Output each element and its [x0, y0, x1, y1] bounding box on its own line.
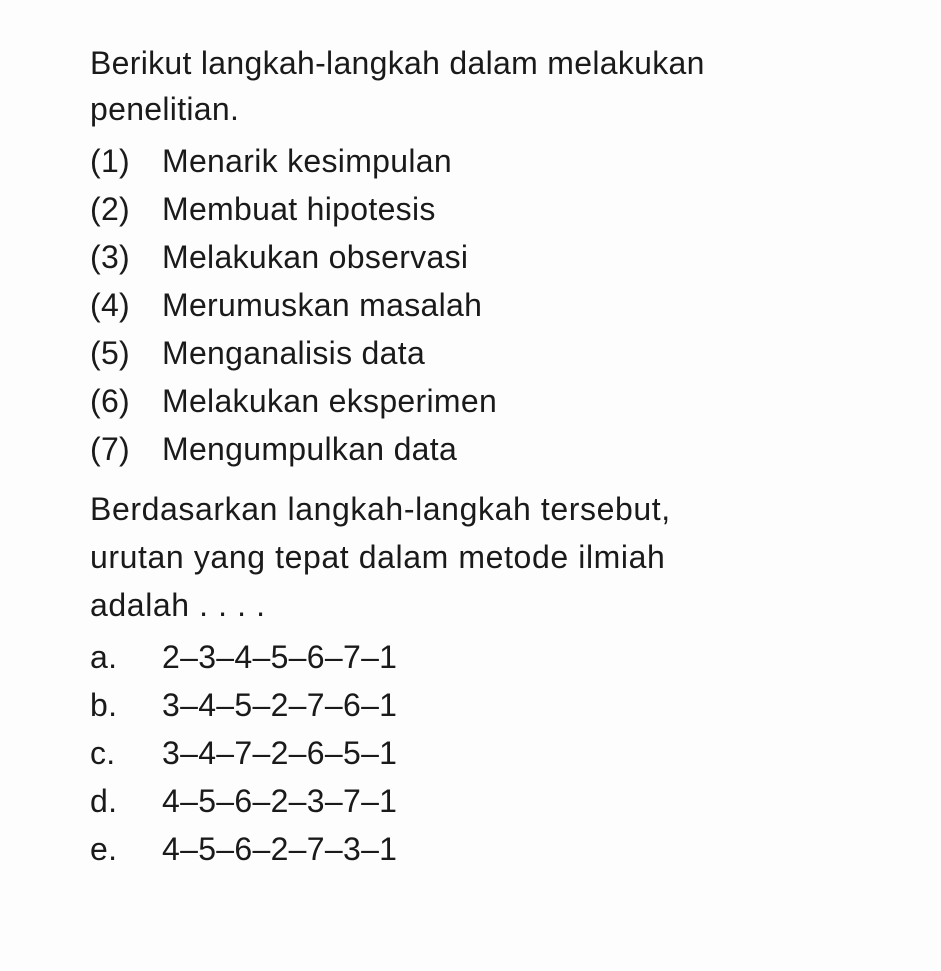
step-item: (6) Melakukan eksperimen [90, 377, 851, 425]
step-text: Merumuskan masalah [162, 281, 482, 329]
step-number: (7) [90, 425, 162, 473]
question-line-1: Berdasarkan langkah-langkah tersebut, [90, 485, 851, 533]
step-number: (5) [90, 329, 162, 377]
option-letter: b. [90, 681, 162, 729]
step-number: (3) [90, 233, 162, 281]
intro-text: Berikut langkah-langkah dalam melakukan … [90, 40, 851, 133]
step-item: (5) Menganalisis data [90, 329, 851, 377]
step-text: Melakukan eksperimen [162, 377, 497, 425]
option-item: e. 4–5–6–2–7–3–1 [90, 825, 851, 873]
step-text: Membuat hipotesis [162, 185, 436, 233]
step-item: (2) Membuat hipotesis [90, 185, 851, 233]
step-number: (4) [90, 281, 162, 329]
step-item: (4) Merumuskan masalah [90, 281, 851, 329]
step-text: Menarik kesimpulan [162, 137, 452, 185]
step-item: (1) Menarik kesimpulan [90, 137, 851, 185]
options-list: a. 2–3–4–5–6–7–1 b. 3–4–5–2–7–6–1 c. 3–4… [90, 633, 851, 873]
option-letter: e. [90, 825, 162, 873]
option-text: 4–5–6–2–7–3–1 [162, 825, 397, 873]
step-text: Mengumpulkan data [162, 425, 457, 473]
question-line-3: adalah . . . . [90, 581, 851, 629]
step-number: (1) [90, 137, 162, 185]
question-line-2: urutan yang tepat dalam metode ilmiah [90, 533, 851, 581]
step-number: (2) [90, 185, 162, 233]
option-item: b. 3–4–5–2–7–6–1 [90, 681, 851, 729]
step-number: (6) [90, 377, 162, 425]
option-item: d. 4–5–6–2–3–7–1 [90, 777, 851, 825]
option-letter: a. [90, 633, 162, 681]
question-text: Berdasarkan langkah-langkah tersebut, ur… [90, 485, 851, 629]
option-letter: c. [90, 729, 162, 777]
intro-line-1: Berikut langkah-langkah dalam melakukan [90, 40, 851, 86]
option-item: c. 3–4–7–2–6–5–1 [90, 729, 851, 777]
option-item: a. 2–3–4–5–6–7–1 [90, 633, 851, 681]
option-text: 4–5–6–2–3–7–1 [162, 777, 397, 825]
option-letter: d. [90, 777, 162, 825]
option-text: 3–4–7–2–6–5–1 [162, 729, 397, 777]
steps-list: (1) Menarik kesimpulan (2) Membuat hipot… [90, 137, 851, 473]
intro-line-2: penelitian. [90, 86, 851, 132]
option-text: 2–3–4–5–6–7–1 [162, 633, 397, 681]
step-item: (7) Mengumpulkan data [90, 425, 851, 473]
option-text: 3–4–5–2–7–6–1 [162, 681, 397, 729]
step-text: Menganalisis data [162, 329, 425, 377]
step-text: Melakukan observasi [162, 233, 468, 281]
step-item: (3) Melakukan observasi [90, 233, 851, 281]
